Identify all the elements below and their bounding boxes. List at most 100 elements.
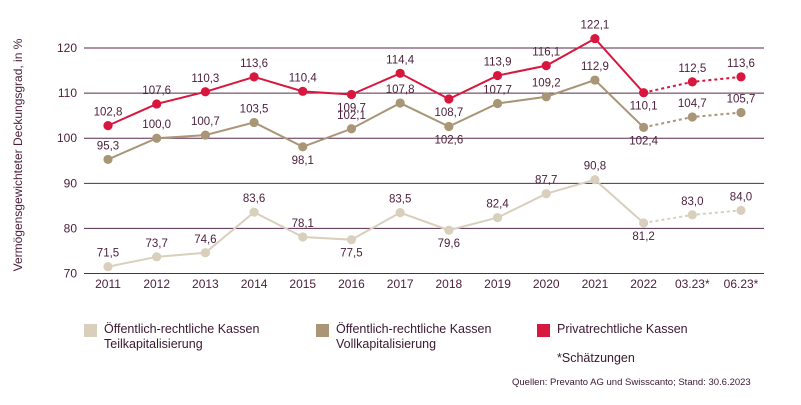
data-point <box>152 99 162 109</box>
y-tick-label: 80 <box>64 221 78 235</box>
data-point <box>590 33 600 44</box>
data-point <box>103 262 113 272</box>
data-point <box>200 130 210 140</box>
data-point <box>736 107 746 118</box>
x-tick-label: 2015 <box>289 277 316 291</box>
y-tick-label: 70 <box>64 267 78 281</box>
legend-label-line2: Vollkapitalisierung <box>336 337 437 351</box>
data-point <box>298 86 308 96</box>
data-label: 71,5 <box>97 248 119 260</box>
data-label: 108,7 <box>434 107 463 119</box>
series-points <box>103 33 746 272</box>
y-tick-label: 90 <box>64 176 78 190</box>
data-point <box>298 232 308 242</box>
data-label: 83,6 <box>243 193 265 205</box>
data-label: 113,9 <box>484 57 512 69</box>
y-tick-label: 120 <box>57 41 77 55</box>
gridlines <box>84 47 764 274</box>
data-label: 109,2 <box>532 78 561 90</box>
data-point <box>590 75 600 85</box>
data-label: 102,6 <box>434 135 463 147</box>
data-point <box>687 112 697 122</box>
data-point <box>444 94 454 104</box>
data-point <box>395 98 405 108</box>
x-tick-label: 2019 <box>484 277 511 291</box>
data-point <box>541 92 551 102</box>
x-tick-label: 2021 <box>582 277 609 291</box>
data-point <box>541 189 551 199</box>
data-point <box>444 225 454 235</box>
data-point <box>492 70 503 81</box>
data-label: 110,4 <box>289 72 318 84</box>
data-point <box>687 77 697 87</box>
data-point <box>249 72 259 82</box>
data-point <box>249 117 259 128</box>
x-tick-label: 06.23* <box>724 277 759 291</box>
x-tick-label: 2013 <box>192 277 219 291</box>
x-tick-label: 2014 <box>241 277 268 291</box>
source-note: Quellen: Prevanto AG und Swisscanto; Sta… <box>512 377 751 388</box>
data-label: 79,6 <box>438 238 460 250</box>
data-point <box>346 124 357 134</box>
y-axis-ticks: 70 80 90 100 110 120 <box>57 41 77 280</box>
series-line <box>107 37 645 127</box>
series-line <box>107 178 645 268</box>
data-point <box>687 210 697 220</box>
data-point <box>492 212 503 223</box>
legend-swatch-teilkapitalisierung <box>84 324 97 337</box>
y-axis-label: Vermögensgewichteter Deckungsgrad, in % <box>11 38 25 271</box>
x-tick-label: 2020 <box>533 277 560 291</box>
data-point <box>541 61 551 71</box>
data-label: 73,7 <box>145 238 167 250</box>
y-tick-label: 100 <box>57 131 77 145</box>
data-point <box>639 218 649 228</box>
x-tick-label: 2011 <box>95 277 121 291</box>
data-label: 103,5 <box>240 103 269 115</box>
estimate-note: *Schätzungen <box>557 351 635 365</box>
data-point <box>152 252 162 262</box>
data-label: 74,6 <box>194 234 216 246</box>
data-point <box>200 248 210 258</box>
series-line <box>107 78 645 161</box>
data-point <box>346 235 357 245</box>
legend-swatch-privatrechtlich <box>537 324 550 337</box>
legend-swatch-vollkapitalisierung <box>316 324 329 337</box>
data-label: 100,0 <box>142 119 171 131</box>
data-label: 82,4 <box>486 199 509 211</box>
data-label: 107,6 <box>142 85 171 97</box>
legend-label-line1: Öffentlich-rechtliche Kassen <box>336 322 492 336</box>
data-point <box>444 121 454 132</box>
data-label: 81,2 <box>632 231 654 243</box>
data-point <box>152 133 162 143</box>
y-tick-label: 110 <box>58 86 77 100</box>
data-point <box>492 98 503 109</box>
x-tick-label: 2012 <box>143 277 170 291</box>
data-point <box>736 72 746 82</box>
data-label: 112,5 <box>678 63 706 75</box>
data-label: 83,0 <box>681 196 703 208</box>
line-chart: Vermögensgewichteter Deckungsgrad, in % … <box>11 20 764 291</box>
data-point <box>639 122 649 133</box>
data-label: 113,6 <box>727 58 755 70</box>
data-point <box>736 205 746 215</box>
legend-item-vollkapitalisierung: Öffentlich-rechtliche Kassen Vollkapital… <box>336 322 491 352</box>
data-label: 122,1 <box>581 20 610 32</box>
legend-item-privatrechtlich: Privatrechtliche Kassen <box>557 322 688 337</box>
data-label: 112,9 <box>581 61 609 73</box>
x-tick-label: 03.23* <box>675 277 710 291</box>
data-labels: 71,5 73,7 74,6 83,6 78,1 77,5 83,5 79,6 82,4 87,7… <box>94 20 756 260</box>
data-point <box>249 207 259 217</box>
data-point <box>590 175 600 185</box>
data-point <box>103 121 113 131</box>
data-point <box>103 154 113 165</box>
data-label: 110,3 <box>191 73 219 85</box>
data-label: 107,8 <box>386 84 415 96</box>
data-label: 100,7 <box>191 116 220 128</box>
data-label: 87,7 <box>535 175 557 187</box>
data-label: 84,0 <box>730 191 752 203</box>
data-label: 98,1 <box>292 155 314 167</box>
legend-label-line1: Privatrechtliche Kassen <box>557 322 688 336</box>
data-label: 102,4 <box>629 135 658 147</box>
data-label: 116,1 <box>532 47 560 59</box>
x-tick-label: 2016 <box>338 277 365 291</box>
